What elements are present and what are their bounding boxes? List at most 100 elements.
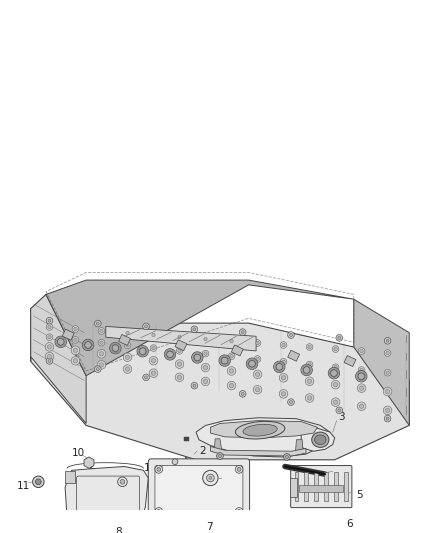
FancyBboxPatch shape [148, 459, 250, 522]
Circle shape [338, 336, 341, 340]
Bar [175, 340, 187, 351]
Bar [299, 484, 343, 492]
Circle shape [202, 350, 209, 357]
Text: 1: 1 [144, 463, 150, 473]
Circle shape [82, 339, 94, 351]
Circle shape [73, 359, 78, 363]
Circle shape [143, 374, 149, 381]
Circle shape [191, 382, 198, 389]
Circle shape [332, 364, 339, 370]
Circle shape [152, 371, 155, 375]
Circle shape [48, 319, 51, 322]
Circle shape [201, 377, 210, 386]
Circle shape [386, 371, 389, 374]
Circle shape [281, 392, 286, 396]
Circle shape [48, 325, 51, 329]
Circle shape [282, 360, 285, 364]
FancyBboxPatch shape [291, 465, 352, 507]
Ellipse shape [314, 435, 326, 445]
Circle shape [246, 358, 258, 369]
Circle shape [99, 352, 104, 356]
Circle shape [255, 372, 260, 376]
Circle shape [230, 369, 234, 373]
Circle shape [99, 363, 104, 367]
Circle shape [71, 357, 80, 365]
Circle shape [280, 358, 287, 365]
Circle shape [177, 375, 182, 379]
Circle shape [152, 346, 155, 350]
Circle shape [307, 396, 312, 400]
Circle shape [155, 507, 162, 515]
Circle shape [74, 327, 77, 330]
Circle shape [46, 334, 53, 341]
Circle shape [360, 349, 363, 353]
Circle shape [95, 320, 101, 327]
Circle shape [118, 477, 127, 487]
Polygon shape [106, 326, 256, 351]
Circle shape [74, 338, 77, 342]
Text: 8: 8 [115, 528, 121, 533]
Circle shape [193, 328, 196, 330]
Circle shape [96, 322, 99, 325]
Circle shape [71, 346, 80, 354]
Circle shape [334, 366, 337, 369]
Circle shape [85, 342, 92, 349]
Circle shape [95, 366, 101, 373]
Circle shape [203, 379, 208, 384]
Bar [290, 478, 297, 497]
Circle shape [306, 361, 313, 368]
Circle shape [283, 454, 290, 461]
Circle shape [191, 326, 198, 333]
Circle shape [150, 345, 157, 351]
Circle shape [125, 367, 130, 371]
Circle shape [301, 364, 312, 376]
Circle shape [328, 367, 340, 379]
Circle shape [164, 349, 176, 360]
Circle shape [203, 365, 208, 370]
Circle shape [305, 394, 314, 402]
Bar [184, 437, 189, 441]
Circle shape [175, 360, 184, 368]
Circle shape [48, 335, 51, 339]
Circle shape [358, 348, 365, 354]
Circle shape [47, 354, 52, 359]
Circle shape [172, 459, 178, 465]
Circle shape [45, 352, 54, 361]
Circle shape [152, 333, 155, 337]
Circle shape [333, 400, 338, 405]
Polygon shape [210, 421, 318, 438]
Bar [344, 472, 348, 501]
Polygon shape [31, 323, 409, 460]
Circle shape [137, 345, 148, 357]
Circle shape [384, 369, 391, 376]
Circle shape [384, 337, 391, 344]
Text: 11: 11 [16, 481, 30, 490]
Circle shape [360, 368, 363, 372]
Circle shape [227, 381, 236, 390]
Circle shape [46, 317, 53, 324]
Circle shape [177, 362, 182, 366]
FancyBboxPatch shape [77, 476, 140, 518]
Circle shape [167, 351, 173, 358]
Circle shape [360, 404, 364, 408]
Circle shape [203, 470, 218, 486]
Circle shape [281, 376, 286, 380]
Circle shape [149, 357, 158, 365]
Text: 6: 6 [346, 519, 353, 529]
Circle shape [209, 477, 212, 479]
Circle shape [237, 467, 241, 471]
Circle shape [217, 453, 223, 459]
Circle shape [110, 342, 121, 354]
Bar [294, 472, 298, 501]
Circle shape [219, 355, 230, 366]
Circle shape [204, 337, 207, 341]
Circle shape [228, 338, 235, 344]
Circle shape [384, 350, 391, 357]
Circle shape [385, 390, 390, 394]
Bar [62, 329, 74, 340]
Bar [334, 472, 338, 501]
Circle shape [124, 330, 131, 336]
Circle shape [48, 359, 51, 362]
Polygon shape [65, 466, 148, 524]
Circle shape [360, 386, 364, 390]
